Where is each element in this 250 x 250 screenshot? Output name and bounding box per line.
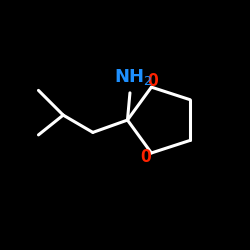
Text: NH$_2$: NH$_2$ xyxy=(114,67,153,87)
Text: O: O xyxy=(147,72,158,90)
Text: O: O xyxy=(140,148,151,166)
